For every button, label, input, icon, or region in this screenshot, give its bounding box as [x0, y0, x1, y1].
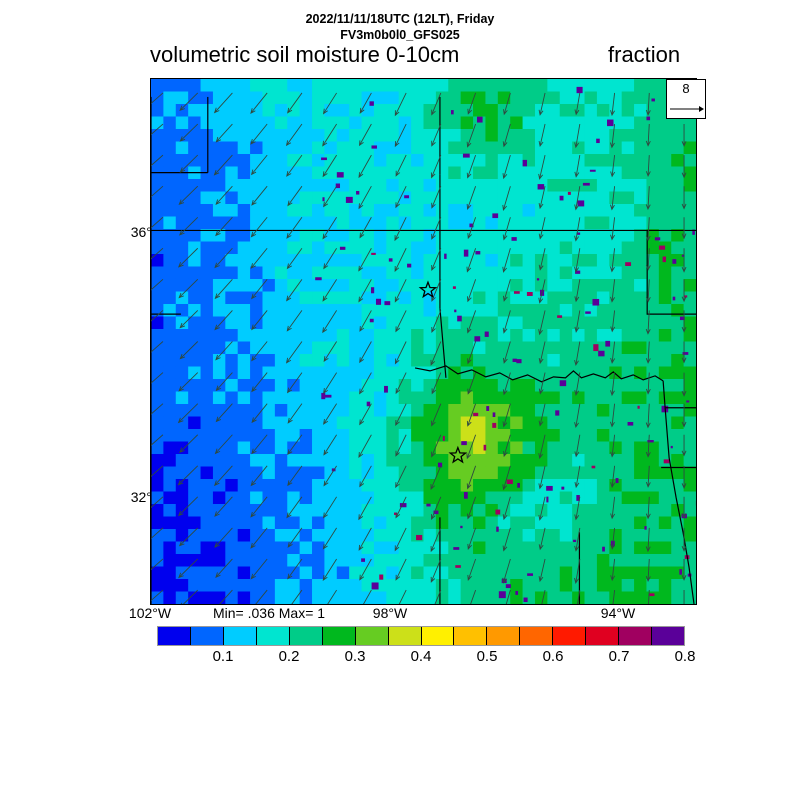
vector-reference-key: 8: [666, 79, 706, 119]
colorbar-swatch-13: [586, 627, 620, 645]
page-title: volumetric soil moisture 0-10cm: [150, 42, 460, 67]
colorbar-swatch-14: [619, 627, 653, 645]
colorbar-tick-0.3: 0.3: [344, 648, 366, 665]
political-border-10: [664, 407, 695, 604]
colorbar-swatch-9: [454, 627, 488, 645]
map-plot-area[interactable]: [150, 78, 697, 605]
colorbar-tick-0.5: 0.5: [476, 648, 498, 665]
colorbar-tick-0.1: 0.1: [212, 648, 234, 665]
colorbar-swatch-5: [322, 627, 356, 645]
colorbar: [157, 626, 685, 646]
colorbar-swatch-11: [520, 627, 554, 645]
colorbar-swatch-8: [421, 627, 455, 645]
colorbar-tick-0.6: 0.6: [542, 648, 564, 665]
colorbar-tick-0.4: 0.4: [410, 648, 432, 665]
lon-label-102w: 102°W: [128, 605, 172, 621]
colorbar-tick-0.7: 0.7: [608, 648, 630, 665]
colorbar-swatch-10: [487, 627, 521, 645]
colorbar-swatch-0: [158, 627, 191, 645]
station-marker-star-0: [418, 280, 438, 299]
colorbar-tick-labels: 0.1 0.2 0.3 0.4 0.5 0.6 0.7 0.8: [157, 648, 696, 668]
colorbar-swatch-4: [289, 627, 323, 645]
colorbar-swatch-2: [223, 627, 257, 645]
political-border-11: [646, 230, 696, 315]
lon-label-98w: 98°W: [372, 605, 408, 621]
min-max-statistics: Min= .036 Max= 1: [213, 605, 326, 621]
political-border-14: [439, 308, 447, 378]
colorbar-swatch-7: [388, 627, 422, 645]
soil-moisture-raster: [151, 79, 696, 604]
colorbar-swatch-3: [256, 627, 290, 645]
political-border-8: [414, 365, 664, 383]
title-model-line: FV3m0b0l0_GFS025: [340, 28, 460, 42]
lon-label-94w: 94°W: [600, 605, 636, 621]
colorbar-swatch-1: [190, 627, 224, 645]
colorbar-tick-0.2: 0.2: [278, 648, 300, 665]
colorbar-swatch-15: [652, 627, 684, 645]
station-marker-star-1: [448, 445, 468, 464]
units-label: fraction: [608, 42, 681, 67]
title-date-line: 2022/11/11/18UTC (12LT), Friday: [305, 12, 495, 26]
reference-vector-arrow-icon: [670, 106, 704, 112]
colorbar-swatch-12: [553, 627, 587, 645]
colorbar-tick-0.8: 0.8: [674, 648, 696, 665]
vector-key-magnitude: 8: [682, 81, 690, 96]
colorbar-swatch-6: [355, 627, 389, 645]
